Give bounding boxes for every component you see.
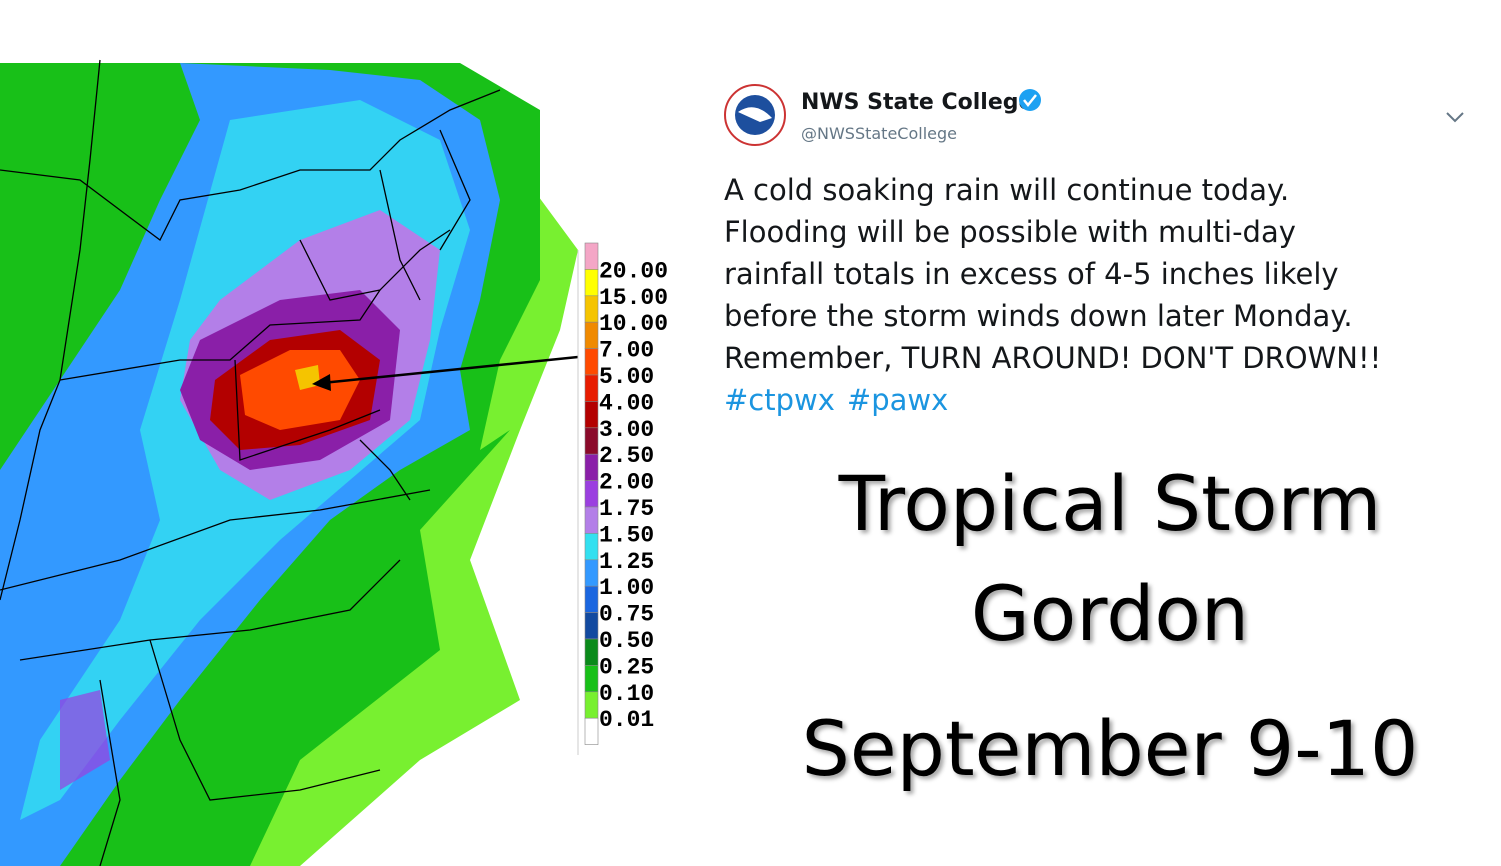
legend-swatch	[584, 691, 599, 719]
legend-label: 15.00	[599, 285, 668, 311]
legend-swatch	[584, 269, 599, 297]
legend-label: 0.50	[599, 628, 654, 654]
legend-swatch	[584, 401, 599, 429]
slide-title: Gordon	[971, 569, 1249, 658]
legend-swatch	[584, 506, 599, 534]
legend-swatch	[584, 559, 599, 587]
legend-swatch	[584, 321, 599, 349]
legend-label: 0.01	[599, 707, 654, 733]
legend-label: 1.75	[599, 496, 654, 522]
hashtag[interactable]: #ctpwx	[724, 383, 835, 417]
legend-swatch	[584, 295, 599, 323]
legend-swatch	[584, 717, 599, 745]
legend-label: 5.00	[599, 364, 654, 390]
legend-label: 4.00	[599, 390, 654, 416]
legend-swatch	[584, 612, 599, 640]
tweet-text: before the storm winds down later Monday…	[724, 299, 1353, 333]
tweet-name: NWS State College	[801, 90, 1033, 115]
legend-label: 1.00	[599, 575, 654, 601]
legend-swatch	[584, 374, 599, 402]
slide-title: Tropical Storm	[838, 459, 1382, 548]
tweet-text: A cold soaking rain will continue today.	[724, 173, 1289, 207]
legend-label: 3.00	[599, 417, 654, 443]
verified-badge	[1019, 89, 1041, 111]
legend-swatch	[584, 427, 599, 455]
tweet-text: Flooding will be possible with multi-day	[724, 215, 1296, 249]
legend-swatch	[584, 585, 599, 613]
tweet-text: Remember, TURN AROUND! DON'T DROWN!!	[724, 341, 1381, 375]
legend-swatch	[584, 638, 599, 666]
legend-label: 0.10	[599, 681, 654, 707]
tweet-text: rainfall totals in excess of 4-5 inches …	[724, 257, 1339, 291]
legend-label: 0.75	[599, 602, 654, 628]
legend-label: 2.00	[599, 470, 654, 496]
legend-swatch	[584, 453, 599, 481]
legend-label: 0.25	[599, 654, 654, 680]
legend-swatch	[584, 242, 599, 270]
legend-label: 20.00	[599, 258, 668, 284]
hashtag[interactable]: #pawx	[847, 383, 948, 417]
slide-title: September 9-10	[802, 704, 1419, 793]
legend-label: 1.50	[599, 522, 654, 548]
legend-swatch	[584, 533, 599, 561]
legend-swatch	[584, 665, 599, 693]
legend-label: 7.00	[599, 338, 654, 364]
tweet-handle[interactable]: @NWSStateCollege	[801, 124, 957, 143]
legend-label: 1.25	[599, 549, 654, 575]
legend: 20.0015.0010.007.005.004.003.002.502.001…	[577, 242, 668, 755]
rain-map	[0, 59, 579, 866]
menu-chevron[interactable]	[1446, 112, 1464, 123]
legend-label: 2.50	[599, 443, 654, 469]
legend-swatch	[584, 480, 599, 508]
tweet: NWS State College @NWSStateCollege A col…	[724, 84, 1464, 417]
legend-swatch	[584, 348, 599, 376]
legend-label: 10.00	[599, 311, 668, 337]
